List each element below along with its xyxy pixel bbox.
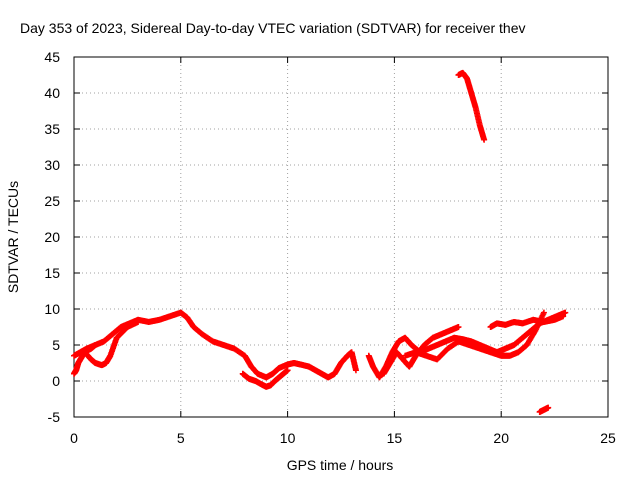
y-tick-label: 15 <box>44 265 60 281</box>
data-point <box>562 309 569 316</box>
y-tick-label: 0 <box>52 373 60 389</box>
series-arc-5 <box>305 349 359 381</box>
y-axis-ticks: -5 0 5 10 15 20 25 30 35 40 45 <box>44 49 608 425</box>
x-tick-label: 25 <box>600 430 616 446</box>
grid <box>74 57 608 417</box>
data-points <box>71 69 569 415</box>
x-tick-label: 15 <box>387 430 403 446</box>
y-tick-label: 20 <box>44 229 60 245</box>
y-tick-label: 35 <box>44 121 60 137</box>
data-point <box>545 404 552 411</box>
series-arc-10 <box>455 69 488 143</box>
series-arc-1 <box>71 309 312 381</box>
x-tick-label: 0 <box>70 430 78 446</box>
series-arc-11 <box>536 404 552 415</box>
series-arc-2 <box>71 342 99 377</box>
x-tick-label: 20 <box>493 430 509 446</box>
series-arc-7 <box>380 324 462 377</box>
data-point <box>352 367 359 374</box>
data-point <box>481 136 488 143</box>
data-point <box>92 342 99 348</box>
x-axis-label: GPS time / hours <box>287 457 394 473</box>
y-axis-label: SDTVAR / TECUs <box>5 181 21 293</box>
x-axis-ticks: 0 5 10 15 20 25 <box>70 57 616 446</box>
x-tick-label: 5 <box>177 430 185 446</box>
chart-title: Day 353 of 2023, Sidereal Day-to-day VTE… <box>20 20 526 36</box>
series-arc-9 <box>487 313 567 330</box>
data-point <box>135 318 142 325</box>
y-tick-label: -5 <box>48 409 61 425</box>
y-tick-label: 45 <box>44 49 60 65</box>
series-arc-4 <box>239 367 291 390</box>
data-point <box>560 313 567 320</box>
y-tick-label: 5 <box>52 337 60 353</box>
y-tick-label: 30 <box>44 157 60 173</box>
series-arc-3 <box>81 318 142 369</box>
x-tick-label: 10 <box>280 430 296 446</box>
y-tick-label: 25 <box>44 193 60 209</box>
data-point <box>455 324 462 330</box>
y-tick-label: 40 <box>44 85 60 101</box>
data-point <box>284 367 291 374</box>
data-point <box>540 309 547 316</box>
y-tick-label: 10 <box>44 301 60 317</box>
